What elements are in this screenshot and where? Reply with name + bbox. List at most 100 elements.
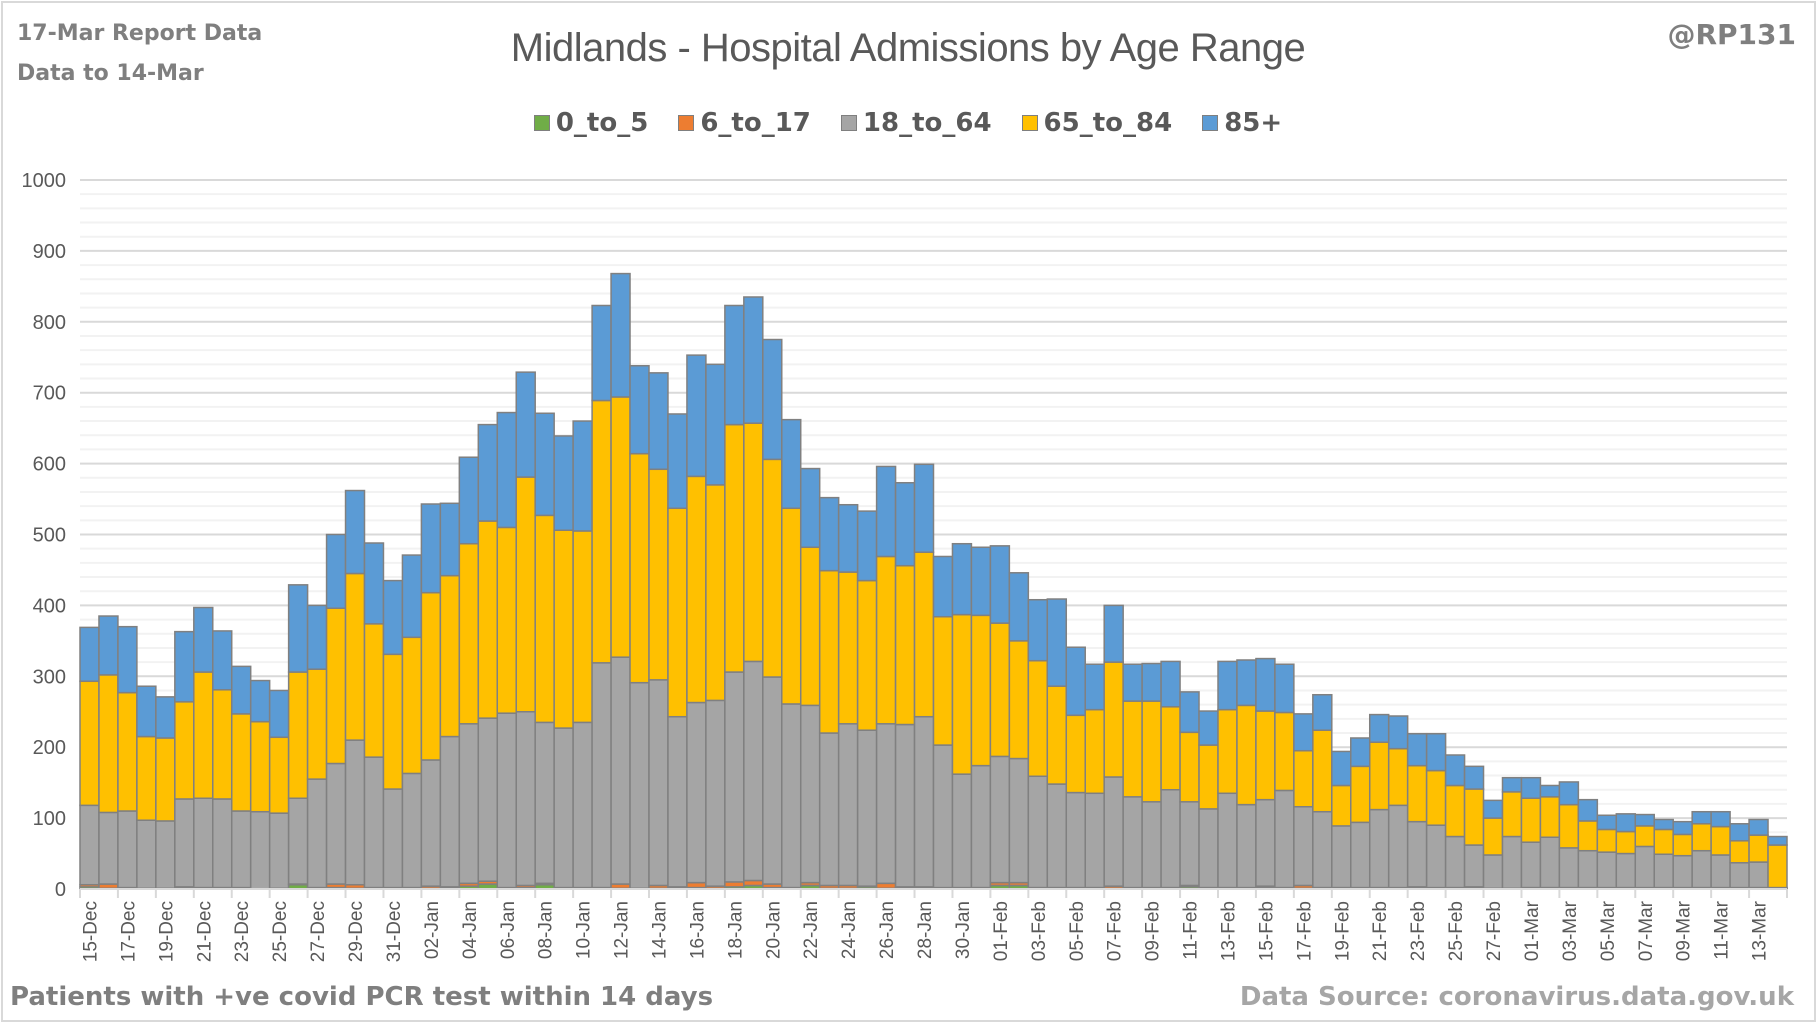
bar-segment-18-to-64 xyxy=(420,759,442,887)
bar-segment-18-to-64 xyxy=(686,701,707,884)
bar-segment-18-to-64 xyxy=(648,679,669,887)
bar-segment-18-to-64 xyxy=(1103,776,1124,887)
bar-segment-18-to-64 xyxy=(1008,757,1030,884)
bar-segment-65-to-84 xyxy=(1084,708,1105,795)
legend-item-85-plus: 85+ xyxy=(1202,108,1282,138)
legend-item-18-to-64: 18_to_64 xyxy=(840,108,992,138)
bar-segment-85plus xyxy=(951,542,973,616)
bar-segment-65-to-84 xyxy=(781,507,802,705)
x-tick-label: 11-Mar xyxy=(1712,900,1733,959)
bar-segment-85plus xyxy=(1501,776,1523,793)
legend-label-65-to-84: 65_to_84 xyxy=(1043,108,1173,138)
bar-segment-18-to-64 xyxy=(1274,789,1295,889)
bar-segment-65-to-84 xyxy=(1767,844,1788,889)
bar-segment-18-to-64 xyxy=(591,662,612,889)
y-tick-label: 300 xyxy=(33,666,66,688)
legend-swatch-85-plus xyxy=(1202,115,1219,131)
bar-segment-65-to-84 xyxy=(1558,803,1580,849)
bar-segment-65-to-84 xyxy=(515,476,536,713)
bar-segment-18-to-64 xyxy=(1312,810,1333,889)
bar-segment-18-to-64 xyxy=(401,772,423,889)
bar-segment-18-to-64 xyxy=(1160,788,1181,889)
bar-segment-85plus xyxy=(1577,798,1599,822)
bar-segment-65-to-84 xyxy=(136,735,157,821)
x-tick-label: 07-Feb xyxy=(1105,901,1126,961)
bar-segment-85plus xyxy=(762,338,783,461)
bar-segment-85plus xyxy=(837,503,859,573)
bar-segment-18-to-64 xyxy=(875,723,897,885)
bar-segment-18-to-64 xyxy=(1425,824,1447,889)
bar-segment-85plus xyxy=(591,304,612,402)
bar-segment-65-to-84 xyxy=(762,458,783,678)
y-tick-label: 100 xyxy=(33,808,66,830)
bar-segment-18-to-64 xyxy=(1748,861,1769,889)
bar-segment-18-to-64 xyxy=(629,681,650,890)
bar-segment-65-to-84 xyxy=(401,636,423,775)
x-tick-label: 14-Jan xyxy=(649,901,670,959)
bar-segment-85plus xyxy=(534,412,555,517)
bar-segment-18-to-64 xyxy=(458,723,480,885)
bar-segment-18-to-64 xyxy=(344,739,366,886)
bar-segment-18-to-64 xyxy=(136,819,157,890)
bar-segment-85plus xyxy=(1463,765,1485,790)
bar-segment-65-to-84 xyxy=(572,530,593,724)
report-date-label: 17-Mar Report Data xyxy=(17,21,263,46)
bar-segment-85plus xyxy=(1539,784,1561,798)
bar-segment-18-to-64 xyxy=(1179,801,1200,887)
x-tick-label: 04-Jan xyxy=(460,901,481,959)
bar-segment-18-to-64 xyxy=(1331,825,1352,889)
bar-segment-85plus xyxy=(894,481,916,567)
bar-segment-85plus xyxy=(1425,732,1447,772)
bar-segment-85plus xyxy=(1653,818,1674,831)
bar-segment-65-to-84 xyxy=(743,422,764,663)
bar-segment-65-to-84 xyxy=(1198,744,1219,810)
bar-segment-18-to-64 xyxy=(743,660,764,882)
bar-segment-65-to-84 xyxy=(951,613,973,775)
bar-segment-18-to-64 xyxy=(913,715,935,888)
bar-segment-65-to-84 xyxy=(1425,769,1447,826)
bar-segment-65-to-84 xyxy=(799,546,821,707)
bar-segment-65-to-84 xyxy=(1160,706,1181,791)
legend-swatch-65-to-84 xyxy=(1021,115,1038,131)
bar-segment-65-to-84 xyxy=(553,529,574,729)
bar-segment-18-to-64 xyxy=(1236,803,1257,889)
bar-segment-65-to-84 xyxy=(344,572,366,741)
bar-segment-85plus xyxy=(818,496,840,572)
bar-segment-85plus xyxy=(913,463,935,553)
bar-segment-18-to-64 xyxy=(1406,820,1428,888)
bar-segment-18-to-64 xyxy=(496,712,517,889)
bar-segment-85plus xyxy=(1615,813,1637,833)
bar-segment-65-to-84 xyxy=(477,520,499,719)
bar-segment-85plus xyxy=(629,365,650,455)
bar-segment-85plus xyxy=(1008,572,1030,642)
bar-segment-85plus xyxy=(1406,732,1428,767)
bar-segment-85plus xyxy=(98,615,119,676)
bar-segment-18-to-64 xyxy=(534,721,555,885)
bar-segment-65-to-84 xyxy=(894,564,916,726)
bar-segment-18-to-64 xyxy=(268,812,290,890)
bar-segment-85plus xyxy=(79,626,100,683)
bar-segment-65-to-84 xyxy=(629,452,650,684)
x-tick-label: 09-Feb xyxy=(1143,901,1164,961)
chart-title: Midlands - Hospital Admissions by Age Ra… xyxy=(510,26,1306,70)
bar-segment-18-to-64 xyxy=(894,723,916,888)
bar-segment-85plus xyxy=(1520,776,1542,799)
bar-segment-85plus xyxy=(193,606,214,673)
legend-item-65-to-84: 65_to_84 xyxy=(1021,108,1173,138)
bar-segment-18-to-64 xyxy=(724,671,745,883)
data-to-label: Data to 14-Mar xyxy=(17,61,204,86)
bar-segment-65-to-84 xyxy=(458,542,480,725)
bar-segment-18-to-64 xyxy=(1520,841,1542,889)
bar-segment-65-to-84 xyxy=(610,396,631,658)
bar-segment-65-to-84 xyxy=(1444,784,1466,838)
bar-segment-85plus xyxy=(230,665,252,715)
bar-segment-18-to-64 xyxy=(1387,804,1409,889)
bar-segment-18-to-64 xyxy=(1501,835,1523,890)
bar-segment-85plus xyxy=(1065,646,1086,717)
bar-segment-18-to-64 xyxy=(1046,783,1068,889)
bar-segment-18-to-64 xyxy=(856,729,878,887)
bar-segment-65-to-84 xyxy=(268,736,290,814)
bar-segment-85plus xyxy=(724,304,745,426)
bar-segment-65-to-84 xyxy=(989,622,1011,758)
bar-segment-85plus xyxy=(970,546,992,617)
